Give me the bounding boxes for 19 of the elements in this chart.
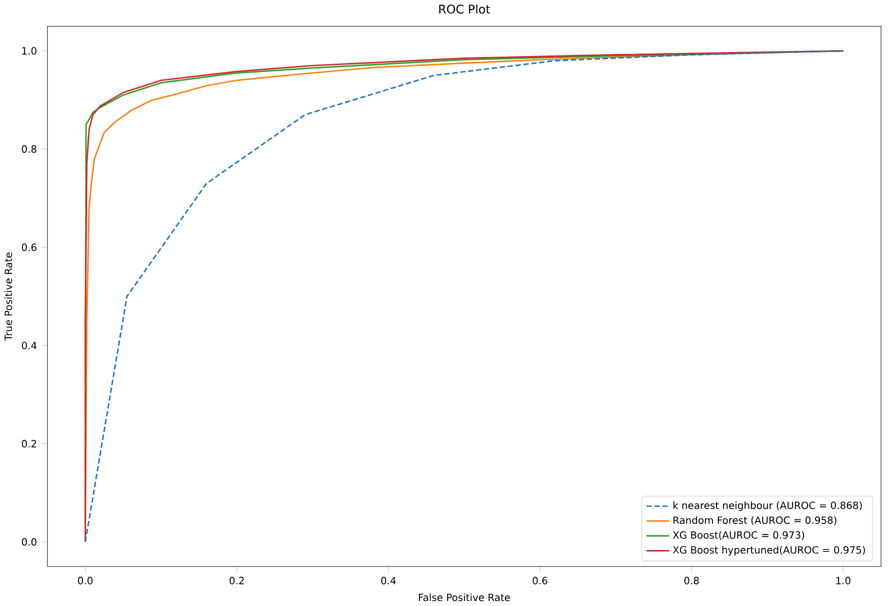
x-tick-label: 0.2 bbox=[230, 577, 244, 585]
x-axis-title: False Positive Rate bbox=[418, 594, 510, 602]
x-tick-label: 0.8 bbox=[684, 577, 699, 585]
x-tick-label: 0.6 bbox=[532, 577, 548, 585]
legend-label: Random Forest (AUROC = 0.958) bbox=[674, 516, 836, 526]
y-tick-label: 0.8 bbox=[22, 146, 36, 154]
legend-label: XG Boost hypertuned(AUROC = 0.975) bbox=[672, 546, 865, 556]
y-tick-label: 0.4 bbox=[22, 342, 36, 350]
chart-title: ROC Plot bbox=[439, 4, 490, 14]
y-tick-label: 0.6 bbox=[22, 244, 36, 252]
x-tick-label: 1.0 bbox=[836, 577, 850, 585]
y-tick-label: 1.0 bbox=[22, 47, 36, 55]
y-axis-title: True Positive Rate bbox=[4, 252, 12, 341]
x-tick-label: 0.0 bbox=[78, 577, 93, 585]
legend-label: k nearest neighbour (AUROC = 0.868) bbox=[673, 502, 862, 512]
y-tick-label: 0.0 bbox=[22, 538, 36, 546]
x-tick-label: 0.4 bbox=[381, 577, 396, 585]
y-tick-label: 0.2 bbox=[22, 440, 36, 448]
legend-label: XG Boost(AUROC = 0.973) bbox=[672, 531, 804, 540]
